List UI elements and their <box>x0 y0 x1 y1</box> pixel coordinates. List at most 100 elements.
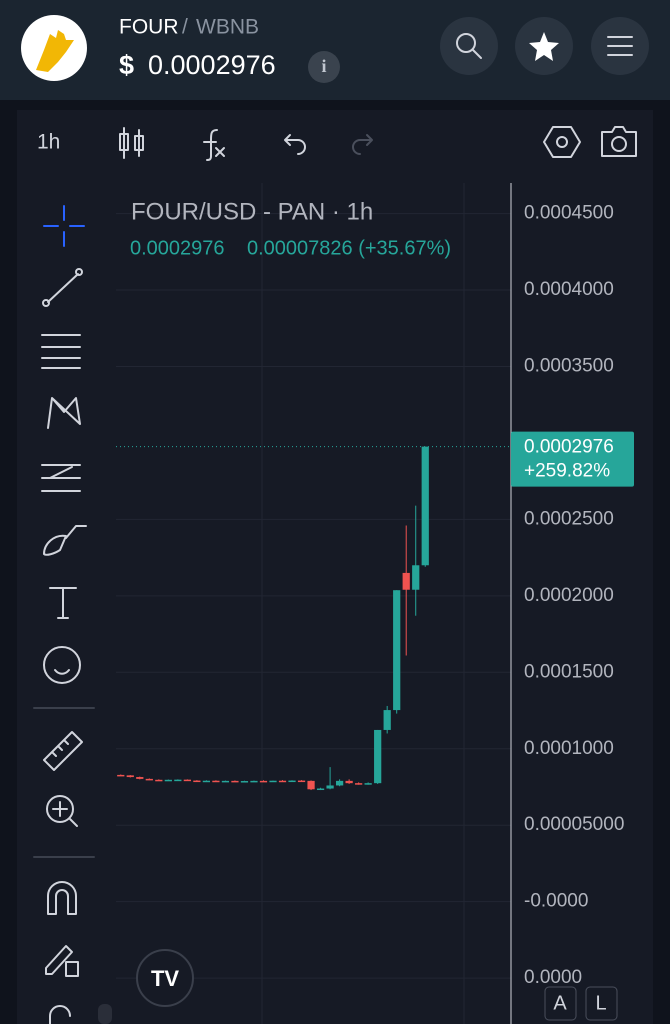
candle-body <box>193 780 201 783</box>
emoji-tool[interactable] <box>43 646 81 684</box>
settings-icon[interactable] <box>543 126 581 158</box>
candle-body <box>231 780 239 783</box>
redo-icon[interactable] <box>352 134 373 155</box>
fib-tool[interactable] <box>41 334 81 369</box>
candle-body <box>335 780 344 786</box>
auto-scale-button[interactable] <box>544 986 577 1021</box>
info-button[interactable] <box>308 51 340 83</box>
candle-body <box>393 590 401 711</box>
candle-body <box>212 780 220 783</box>
price: 0.0002976 <box>148 50 276 80</box>
screenshot-icon[interactable] <box>601 126 637 157</box>
info-icon: i <box>321 56 326 76</box>
candle-body <box>402 572 410 590</box>
candle-body <box>421 446 429 566</box>
log-scale-button[interactable] <box>585 986 618 1021</box>
magnet-tool[interactable] <box>47 881 77 915</box>
tv-logo-mark: TV <box>151 966 179 991</box>
star-icon <box>529 32 559 61</box>
last-change-label: +259.82% <box>524 461 610 482</box>
candle-body <box>345 780 353 784</box>
token-icon <box>36 30 74 72</box>
y-tick-label: 0.0004000 <box>524 279 614 300</box>
chart-title: FOUR/USD - PAN · 1h <box>131 198 373 225</box>
candle-body <box>174 779 182 782</box>
candle-body <box>278 780 287 783</box>
prediction-tool[interactable] <box>41 464 81 492</box>
candle-body <box>126 775 134 778</box>
candle-body <box>221 780 230 783</box>
last-price-label: 0.0002976 <box>524 437 614 458</box>
search-icon <box>456 33 476 53</box>
drawing-toolbar <box>33 205 95 1024</box>
candle-body <box>288 780 296 783</box>
y-tick-label: 0.0001000 <box>524 738 614 759</box>
search-button[interactable] <box>440 17 498 75</box>
candle-body <box>383 710 391 730</box>
candle-body <box>250 780 258 783</box>
zoom-plus <box>52 801 78 827</box>
menu-icon <box>607 36 633 56</box>
legend-price: 0.0002976 <box>130 237 225 259</box>
pattern-tool[interactable] <box>47 397 81 429</box>
last-price-badge <box>511 431 634 487</box>
y-tick-label: -0.0000 <box>524 891 588 912</box>
log-scale-label: L <box>595 992 606 1014</box>
brush-tool[interactable] <box>43 525 87 556</box>
zoom-tool[interactable] <box>46 795 74 823</box>
candle-body <box>374 729 382 784</box>
quote-symbol: WBNB <box>196 16 259 39</box>
candle-body <box>259 780 268 783</box>
interval-button[interactable]: 1h <box>37 131 60 154</box>
y-tick-label: 0.0002000 <box>524 585 614 606</box>
crosshair-tool[interactable] <box>43 205 85 247</box>
auto-scale-label: A <box>553 992 567 1014</box>
candle-body <box>269 780 277 783</box>
lock-tool[interactable] <box>49 1005 71 1024</box>
candle-body <box>155 779 163 782</box>
ruler-tool[interactable] <box>43 731 83 771</box>
candle-body <box>326 785 334 789</box>
y-tick-label: 0.00005000 <box>524 814 624 835</box>
candle-body <box>297 780 306 783</box>
y-tick-label: 0.0004500 <box>524 203 614 224</box>
candle-body <box>145 778 153 781</box>
candle-body <box>240 781 249 783</box>
undo-icon[interactable] <box>284 134 306 155</box>
settings-dot <box>556 136 568 148</box>
currency: $ <box>119 50 134 80</box>
lock-draw-tool[interactable] <box>45 945 79 977</box>
search-icon-handle <box>472 49 482 59</box>
candles-icon[interactable] <box>119 127 144 159</box>
point <box>75 268 83 276</box>
smile <box>54 669 70 675</box>
base-symbol: FOUR <box>119 16 179 39</box>
separator: / <box>182 16 188 39</box>
candle-body <box>412 565 420 590</box>
point <box>42 299 50 307</box>
candle-body <box>316 788 325 791</box>
toolbar-divider <box>33 707 95 858</box>
candle-body <box>136 777 144 779</box>
candle-body <box>364 783 372 785</box>
top-toolbar-icons <box>119 126 637 161</box>
text-tool[interactable] <box>49 587 77 619</box>
y-tick-label: 0.0002500 <box>524 508 614 529</box>
candle-body <box>307 780 315 790</box>
y-tick-label: 0.0003500 <box>524 356 614 377</box>
indicators-icon[interactable] <box>203 129 225 161</box>
legend-change: 0.00007826 (+35.67%) <box>247 237 451 259</box>
chart-panel <box>17 110 653 1024</box>
scroll-handle <box>98 1004 112 1024</box>
tv-logo[interactable] <box>136 949 194 1007</box>
candle-body <box>355 783 363 785</box>
y-tick-label: 0.0001500 <box>524 661 614 682</box>
candle-body <box>164 779 172 782</box>
lens <box>611 136 627 152</box>
candle-body <box>183 779 191 782</box>
trendline-tool[interactable] <box>47 273 79 303</box>
candle-body <box>202 780 211 783</box>
plot-area <box>116 183 511 1024</box>
